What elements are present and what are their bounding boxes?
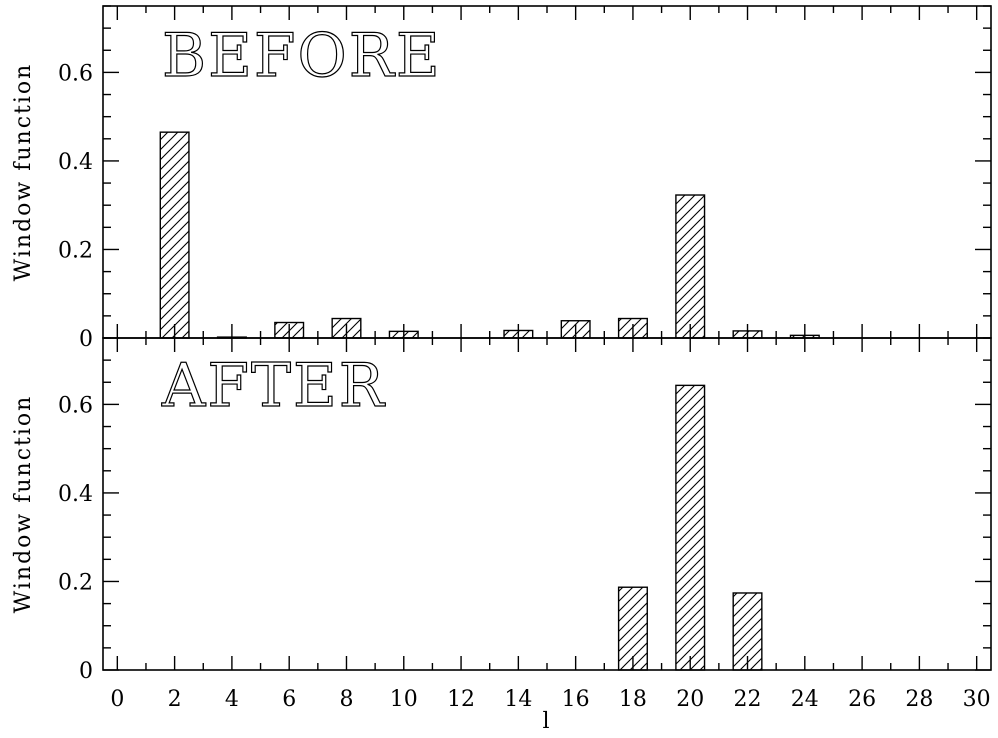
panel-before: 0 0.2 0.4 0.6 BEFORE Window function: [11, 5, 992, 352]
x-tick-label: 24: [791, 687, 819, 712]
x-tick-label: 0: [110, 687, 124, 712]
x-tick-label: 28: [905, 687, 933, 712]
y-tick-label: 0: [79, 327, 93, 352]
bar-l-14: [503, 329, 534, 339]
x-tick-label: 2: [168, 687, 182, 712]
bar-l-10: [388, 330, 419, 339]
x-tick-label: 6: [282, 687, 296, 712]
y-tick-label: 0.2: [58, 238, 93, 263]
y-tick-label: 0.6: [58, 393, 93, 418]
bar-l-2: [159, 131, 190, 339]
x-tick-label: 18: [619, 687, 647, 712]
y-tick-label: 0.4: [58, 150, 93, 175]
x-tick-label: 12: [447, 687, 475, 712]
y-axis-label-after: Window function: [11, 395, 36, 614]
x-tick-labels: 0 2 4 6 8 10 12 14 16 18 20 22 24 26 28 30: [110, 687, 990, 712]
y-tick-label: 0: [79, 659, 93, 684]
panel-title-before: BEFORE: [162, 21, 442, 91]
y-axis-label-before: Window function: [11, 63, 36, 282]
x-tick-label: 16: [562, 687, 590, 712]
y-tick-labels: 0 0.2 0.4 0.6: [58, 61, 93, 352]
bar-l-18: [617, 317, 648, 339]
x-axis-label: l: [542, 709, 551, 734]
x-tick-label: 22: [734, 687, 762, 712]
bar-l-20: [675, 384, 706, 671]
x-tick-label: 26: [848, 687, 876, 712]
panel-after: 00.20.40.6 0 2 4 6 8 10 12 14 16 18 20 22 24 26 28 30 A…: [11, 337, 992, 734]
y-tick-label: 0.4: [58, 482, 93, 507]
y-tick-label: 0.2: [58, 570, 93, 595]
x-tick-label: 10: [390, 687, 418, 712]
x-tick-label: 8: [339, 687, 353, 712]
bar-l-16: [560, 320, 591, 339]
panel-title-after: AFTER: [161, 351, 386, 421]
bars: [159, 131, 820, 339]
bars: [617, 384, 763, 671]
bar-l-6: [274, 321, 305, 339]
x-tick-label: 20: [676, 687, 704, 712]
bar-l-22: [732, 330, 763, 339]
bar-l-8: [331, 317, 362, 339]
bar-l-20: [675, 194, 706, 339]
x-tick-label: 14: [504, 687, 532, 712]
bar-l-18: [617, 586, 648, 671]
y-tick-label: 0.6: [58, 61, 93, 86]
y-tick-labels: 0 0.2 0.4 0.6: [58, 393, 93, 684]
x-tick-label: 30: [963, 687, 991, 712]
x-tick-label: 4: [225, 687, 239, 712]
bar-l-22: [732, 592, 763, 671]
